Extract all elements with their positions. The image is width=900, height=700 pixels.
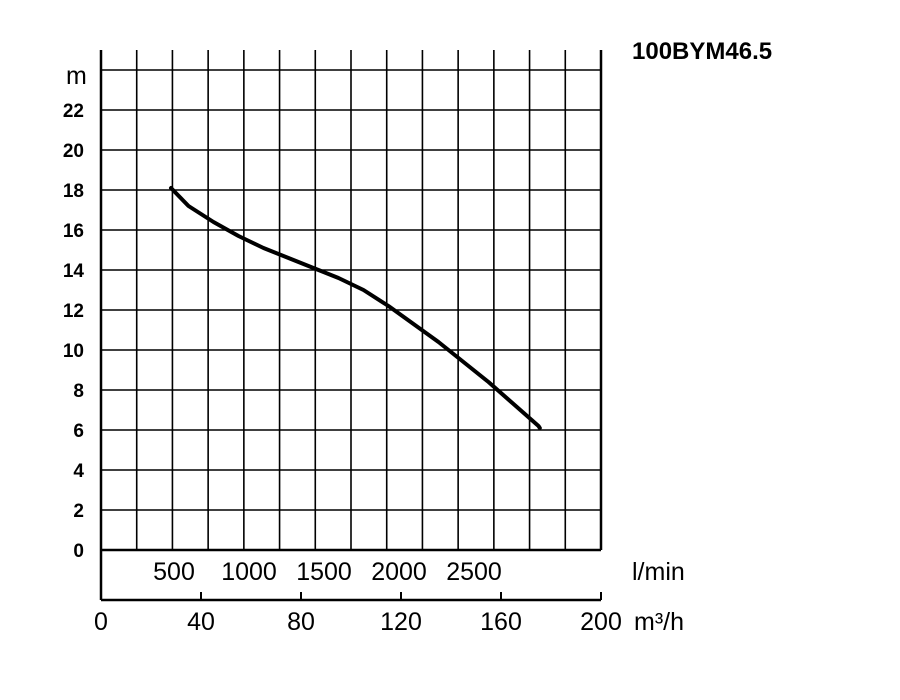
y-tick-label: 12	[63, 301, 84, 322]
grid	[101, 50, 601, 550]
y-tick-label: 10	[63, 341, 84, 362]
y-axis-unit: m	[66, 62, 87, 90]
pump-curve-line	[169, 186, 542, 430]
x-m3h-tick-label: 200	[580, 608, 622, 636]
x-lpm-tick-label: 2500	[446, 558, 502, 586]
y-tick-label: 0	[73, 541, 84, 562]
y-tick-label: 16	[63, 221, 84, 242]
curve-layer	[169, 186, 542, 430]
x-lpm-tick-labels: 500 1000 1500 2000 2500	[153, 558, 502, 586]
x-lpm-unit: l/min	[632, 558, 685, 586]
y-tick-label: 22	[63, 101, 84, 122]
x-m3h-tick-labels: 0 40 80 120 160 200	[94, 608, 622, 636]
y-tick-label: 6	[73, 421, 84, 442]
x-lpm-tick-label: 2000	[371, 558, 427, 586]
x-lpm-tick-label: 1000	[221, 558, 277, 586]
x-m3h-tick-label: 80	[287, 608, 315, 636]
x-m3h-tick-label: 120	[380, 608, 422, 636]
y-tick-label: 4	[73, 461, 84, 482]
y-tick-labels: 0 2 4 6 8 10 12 14 16 18 20 22	[63, 101, 85, 562]
x-m3h-tick-label: 160	[480, 608, 522, 636]
y-tick-label: 18	[63, 181, 84, 202]
y-tick-label: 2	[73, 501, 84, 522]
y-tick-label: 14	[63, 261, 85, 282]
y-tick-label: 8	[73, 381, 84, 402]
x-lpm-tick-label: 500	[153, 558, 195, 586]
x-m3h-tick-label: 0	[94, 608, 108, 636]
x-lpm-tick-label: 1500	[296, 558, 352, 586]
x-m3h-unit: m³/h	[634, 608, 684, 636]
chart-title: 100BYM46.5	[632, 38, 772, 65]
chart-frame	[99, 50, 603, 602]
x-m3h-tick-label: 40	[187, 608, 215, 636]
y-tick-label: 20	[63, 141, 84, 162]
